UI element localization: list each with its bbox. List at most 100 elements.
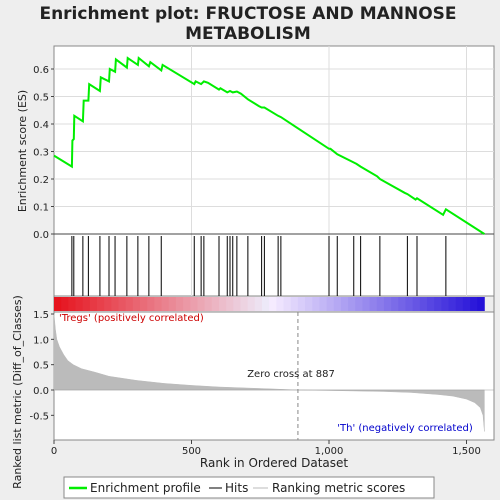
colorbar-segment: [276, 297, 284, 311]
es-y-tick-labels: 0.0 0.1 0.2 0.3 0.4 0.5 0.6: [33, 65, 54, 241]
legend-label: Ranking metric scores: [272, 481, 405, 495]
metric-y-tick-label: -0.5: [29, 411, 49, 422]
hit-marks: [71, 236, 447, 296]
colorbar-segment: [89, 297, 98, 311]
colorbar-segment: [125, 297, 134, 311]
es-y-tick-label: 0.3: [33, 148, 49, 159]
colorbar-segment: [448, 297, 457, 311]
colorbar-segment: [147, 297, 155, 311]
legend: Enrichment profile Hits Ranking metric sco…: [69, 481, 405, 495]
colorbar-segment: [197, 297, 206, 311]
colorbar-segment: [233, 297, 241, 311]
es-line: [53, 56, 485, 235]
colorbar-segment: [204, 297, 213, 311]
es-y-tick-label: 0.4: [33, 120, 49, 131]
colorbar-segment: [154, 297, 162, 311]
colorbar-segment: [190, 297, 198, 311]
es-y-tick-label: 0.0: [33, 230, 49, 241]
x-axis-label: Rank in Ordered Dataset: [200, 456, 348, 470]
negative-class-label: 'Th' (negatively correlated): [337, 423, 473, 434]
x-tick-label: 0: [51, 446, 57, 457]
metric-y-tick-label: 1.5: [33, 310, 49, 321]
colorbar-segment: [312, 297, 320, 311]
colorbar-segment: [183, 297, 191, 311]
colorbar-segment: [333, 297, 342, 311]
es-series: [53, 56, 485, 235]
es-panel: [53, 45, 495, 297]
legend-label: Enrichment profile: [90, 481, 201, 495]
colorbar-segment: [470, 297, 478, 311]
colorbar-segment: [111, 297, 119, 311]
colorbar-segment: [61, 297, 69, 311]
x-tick-label: 500: [182, 446, 201, 457]
x-tick-label: 1,500: [452, 446, 481, 457]
zero-cross-label: Zero cross at 887: [247, 369, 335, 380]
legend-label: Hits: [225, 481, 248, 495]
x-tick-labels: 0 500 1,000 1,500: [51, 440, 481, 457]
chart-title-line1: Enrichment plot: FRUCTOSE AND MANNOSE: [39, 4, 456, 24]
metric-y-tick-label: 0.5: [33, 361, 49, 372]
colorbar-segment: [340, 297, 349, 311]
metric-y-tick-label: 0.0: [33, 386, 49, 397]
colorbar-segment: [82, 297, 91, 311]
colorbar-segment: [477, 297, 485, 311]
colorbar-segment: [118, 297, 127, 311]
metric-y-tick-label: 1.0: [33, 335, 49, 346]
colorbar-segment: [161, 297, 170, 311]
colorbar-segment: [262, 297, 270, 311]
colorbar-segment: [319, 297, 327, 311]
es-y-tick-label: 0.6: [33, 65, 49, 76]
colorbar-segment: [211, 297, 220, 311]
es-y-tick-label: 0.2: [33, 175, 49, 186]
colorbar-segment: [54, 297, 62, 311]
colorbar-segment: [455, 297, 464, 311]
legend-box: [63, 476, 435, 499]
es-y-tick-label: 0.1: [33, 203, 49, 214]
colorbar-segment: [441, 297, 449, 311]
colorbar-segment: [426, 297, 435, 311]
colorbar-segment: [254, 297, 263, 311]
colorbar-segment: [104, 297, 112, 311]
metric-series: [53, 312, 494, 440]
colorbar-segment: [412, 297, 421, 311]
metric-area: [53, 313, 485, 432]
colorbar-segment: [383, 297, 392, 311]
colorbar-segment: [348, 297, 356, 311]
colorbar-segment: [283, 297, 292, 311]
colorbar-segment: [355, 297, 363, 311]
colorbar-segment: [305, 297, 313, 311]
metric-panel: [53, 311, 495, 441]
colorbar-segment: [140, 297, 148, 311]
chart-title-line2: METABOLISM: [185, 24, 311, 44]
es-y-axis-label: Enrichment score (ES): [16, 90, 29, 212]
colorbar-segment: [218, 297, 227, 311]
colorbar-segment: [369, 297, 378, 311]
colorbar-segment: [326, 297, 335, 311]
colorbar-segment: [376, 297, 385, 311]
colorbar-segment: [391, 297, 399, 311]
rank-colorbar: [54, 297, 485, 311]
colorbar-segment: [269, 297, 277, 311]
colorbar-segment: [175, 297, 184, 311]
colorbar-segment: [68, 297, 76, 311]
colorbar-segment: [247, 297, 256, 311]
es-y-tick-label: 0.5: [33, 93, 49, 104]
colorbar-segment: [132, 297, 141, 311]
colorbar-segment: [168, 297, 177, 311]
colorbar-segment: [419, 297, 428, 311]
colorbar-segment: [97, 297, 105, 311]
colorbar-segment: [240, 297, 249, 311]
metric-y-tick-labels: -0.5 0.0 0.5 1.0 1.5: [29, 310, 54, 422]
colorbar-segment: [462, 297, 471, 311]
colorbar-segment: [398, 297, 406, 311]
es-gridlines: [54, 46, 494, 296]
colorbar-segment: [290, 297, 299, 311]
colorbar-segment: [226, 297, 234, 311]
colorbar-segment: [75, 297, 84, 311]
colorbar-segment: [434, 297, 442, 311]
colorbar-segment: [362, 297, 371, 311]
colorbar-segment: [405, 297, 414, 311]
x-tick-label: 1,000: [315, 446, 344, 457]
